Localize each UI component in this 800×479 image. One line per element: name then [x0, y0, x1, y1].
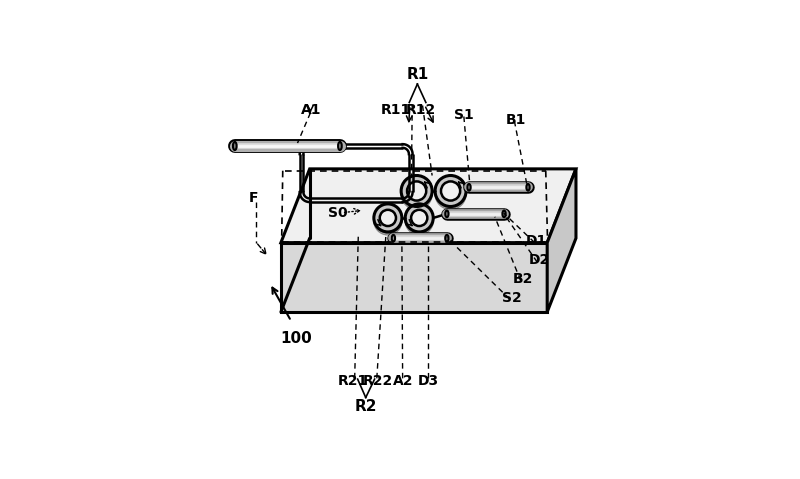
- Ellipse shape: [338, 142, 342, 150]
- Text: S0: S0: [328, 206, 348, 220]
- Ellipse shape: [446, 211, 449, 217]
- Polygon shape: [374, 204, 402, 232]
- Text: R2: R2: [354, 399, 377, 414]
- Ellipse shape: [233, 142, 237, 150]
- Text: D1: D1: [526, 234, 547, 248]
- Ellipse shape: [446, 235, 449, 241]
- Text: D3: D3: [418, 374, 439, 388]
- Ellipse shape: [392, 235, 395, 241]
- Polygon shape: [401, 175, 432, 206]
- Polygon shape: [547, 169, 576, 312]
- Text: R12: R12: [406, 103, 436, 117]
- Polygon shape: [406, 204, 434, 232]
- Text: R11: R11: [381, 103, 411, 117]
- Text: A2: A2: [393, 374, 414, 388]
- Text: S1: S1: [454, 108, 474, 123]
- Text: D2: D2: [530, 253, 550, 267]
- Text: F: F: [249, 191, 258, 205]
- Text: R21: R21: [338, 374, 367, 388]
- Text: A1: A1: [301, 103, 322, 117]
- Polygon shape: [281, 243, 547, 312]
- Ellipse shape: [467, 184, 470, 191]
- Ellipse shape: [526, 184, 530, 191]
- Polygon shape: [281, 169, 576, 243]
- Text: 100: 100: [281, 331, 312, 346]
- Text: R1: R1: [406, 68, 429, 82]
- Polygon shape: [435, 175, 466, 206]
- Text: B2: B2: [513, 272, 533, 286]
- Text: S2: S2: [502, 291, 522, 305]
- Text: R22: R22: [362, 374, 393, 388]
- Text: B1: B1: [506, 113, 526, 127]
- Ellipse shape: [502, 211, 506, 217]
